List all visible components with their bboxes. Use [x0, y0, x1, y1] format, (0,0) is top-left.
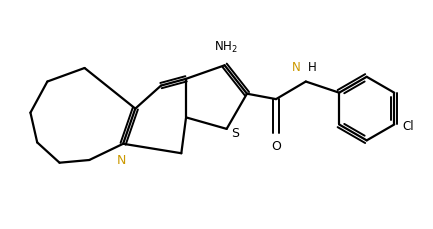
Text: NH$_2$: NH$_2$	[214, 40, 238, 55]
Text: O: O	[271, 139, 281, 152]
Text: N: N	[292, 60, 301, 74]
Text: Cl: Cl	[402, 120, 414, 133]
Text: H: H	[308, 60, 317, 74]
Text: S: S	[231, 126, 239, 139]
Text: N: N	[117, 154, 126, 166]
